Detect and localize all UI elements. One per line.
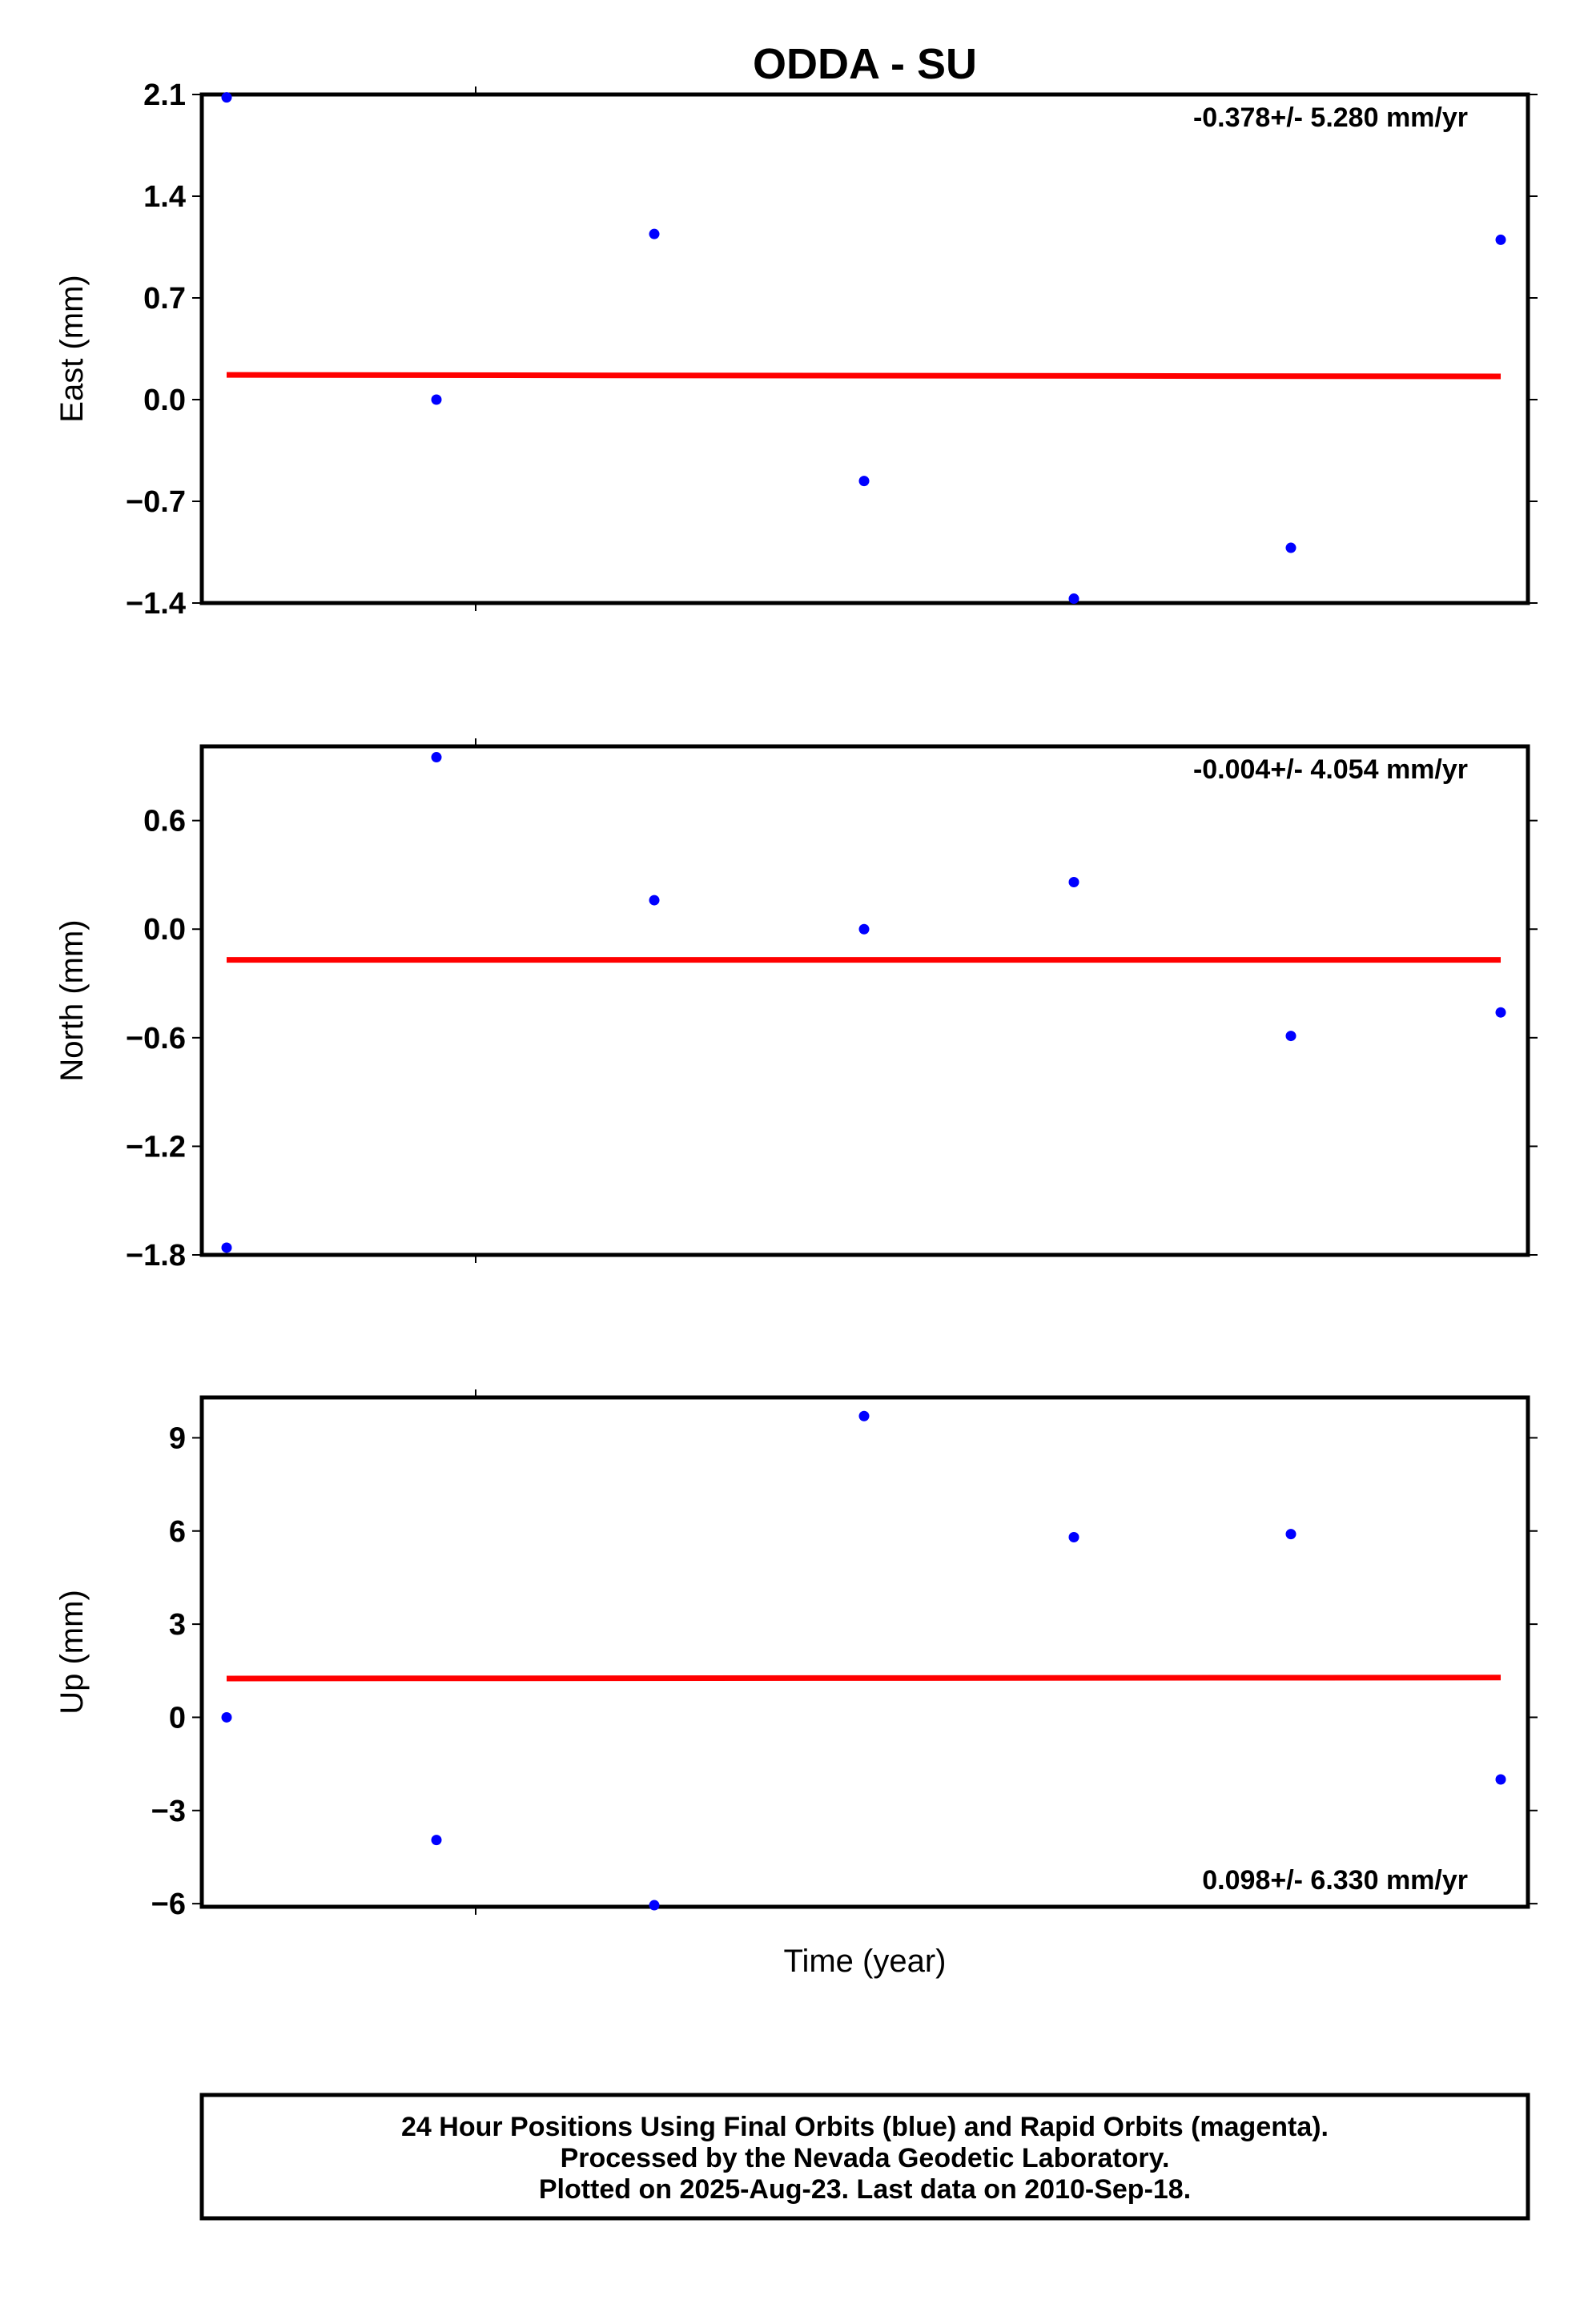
data-point [649, 895, 660, 906]
x-axis-label: Time (year) [784, 1944, 947, 1979]
y-tick-label: −0.6 [126, 1022, 186, 1055]
east-panel: 2.1 1.4 0.7 0.0 −0.7 −1.4 East (mm) -0.378+/- 5… [54, 78, 1538, 621]
plot-frame [199, 744, 1530, 1257]
data-point [649, 1900, 660, 1911]
trend-line [226, 372, 1502, 380]
up-panel: 9 6 3 0 −3 −6 Up (mm) 0.098+/- 6.330 mm/yr [54, 1389, 1538, 1921]
y-axis-label: North (mm) [54, 919, 90, 1081]
velocity-annotation: 0.098+/- 6.330 mm/yr [1202, 1865, 1468, 1896]
plot-frame [199, 1395, 1530, 1909]
y-tick-label: 0 [169, 1701, 186, 1735]
data-point [221, 1711, 232, 1723]
data-point [431, 394, 442, 405]
footer-line-2: Processed by the Nevada Geodetic Laborat… [561, 2143, 1170, 2173]
data-point [1285, 1529, 1297, 1540]
y-tick-label: −1.2 [126, 1130, 186, 1164]
y-tick-label: 0.7 [143, 282, 186, 316]
y-tick-label: 9 [169, 1421, 186, 1455]
y-tick-label: 1.4 [143, 180, 186, 214]
y-axis-label: Up (mm) [54, 1590, 90, 1715]
footer-box: 24 Hour Positions Using Final Orbits (bl… [199, 2093, 1530, 2221]
y-tick-label: −3 [151, 1795, 186, 1828]
data-point [1285, 1031, 1297, 1042]
y-tick-label: 6 [169, 1515, 186, 1549]
y-tick-label: 2.1 [143, 78, 186, 112]
y-tick-label: −1.4 [126, 587, 186, 621]
data-point [221, 92, 232, 103]
data-point [1068, 1532, 1079, 1543]
footer-frame [199, 2093, 1530, 2221]
y-tick-label: −1.8 [126, 1239, 186, 1273]
data-point [431, 752, 442, 763]
plot-frame [199, 92, 1530, 605]
north-panel: 0.6 0.0 −0.6 −1.2 −1.8 North (mm) -0.004+/- 4.… [54, 738, 1538, 1273]
footer-line-3: Plotted on 2025-Aug-23. Last data on 201… [539, 2174, 1191, 2205]
velocity-annotation: -0.378+/- 5.280 mm/yr [1193, 103, 1468, 133]
velocity-annotation: -0.004+/- 4.054 mm/yr [1193, 754, 1468, 785]
trend-line [226, 1675, 1502, 1682]
data-point [858, 1410, 870, 1421]
y-tick-label: 0.6 [143, 805, 186, 838]
chart-title: ODDA - SU [753, 40, 977, 88]
data-point [1068, 876, 1079, 887]
data-point [1068, 593, 1079, 605]
data-point [1285, 542, 1297, 553]
y-tick-label: 0.0 [143, 913, 186, 947]
data-point [858, 923, 870, 935]
data-point [1495, 1774, 1506, 1785]
footer-line-1: 24 Hour Positions Using Final Orbits (bl… [401, 2112, 1329, 2142]
data-point [649, 228, 660, 239]
y-axis-label: East (mm) [54, 275, 90, 422]
data-point [221, 1242, 232, 1253]
y-tick-label: 3 [169, 1608, 186, 1642]
data-point [1495, 234, 1506, 245]
y-tick-label: −0.7 [126, 485, 186, 519]
data-point [1495, 1007, 1506, 1018]
y-tick-label: 0.0 [143, 384, 186, 417]
data-point [858, 476, 870, 487]
y-tick-label: −6 [151, 1888, 186, 1921]
data-point [431, 1835, 442, 1846]
